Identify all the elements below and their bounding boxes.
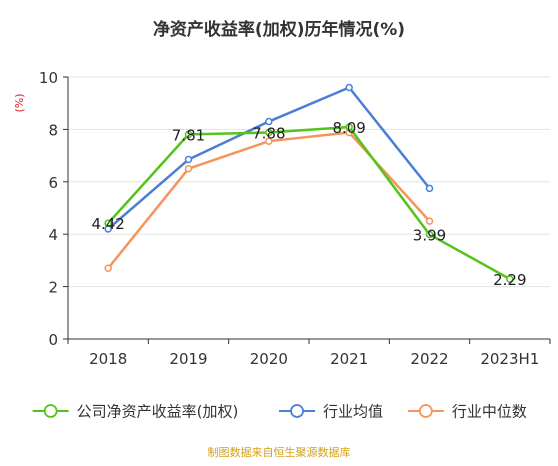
data-point bbox=[345, 123, 353, 131]
y-tick-label: 6 bbox=[48, 174, 58, 192]
chart-title: 净资产收益率(加权)历年情况(%) bbox=[153, 19, 405, 40]
legend-marker bbox=[418, 404, 433, 418]
y-tick-label: 8 bbox=[48, 121, 58, 139]
data-point bbox=[425, 217, 434, 225]
legend-marker bbox=[43, 404, 58, 418]
x-tick-label: 2023H1 bbox=[480, 350, 539, 368]
legend-label: 行业中位数 bbox=[452, 403, 527, 421]
source-note: 制图数据来自恒生聚源数据库 bbox=[208, 445, 351, 459]
legend-label: 行业均值 bbox=[323, 403, 383, 421]
data-point bbox=[184, 130, 193, 139]
data-point bbox=[425, 184, 434, 193]
grid-lines bbox=[68, 76, 550, 288]
data-point bbox=[345, 83, 353, 92]
data-point bbox=[104, 219, 112, 227]
data-point bbox=[184, 155, 193, 164]
series-line bbox=[107, 131, 431, 270]
y-tick-label: 2 bbox=[48, 279, 58, 297]
x-tick-label: 2022 bbox=[410, 350, 448, 368]
data-point bbox=[104, 264, 112, 273]
legend-label: 公司净资产收益率(加权) bbox=[77, 403, 239, 421]
x-tick-label: 2020 bbox=[250, 350, 288, 368]
data-point bbox=[425, 230, 434, 239]
legend: 公司净资产收益率(加权) 行业均值 行业中位数 bbox=[32, 403, 527, 421]
data-label: 2.29 bbox=[493, 271, 526, 289]
legend-marker bbox=[290, 404, 304, 418]
data-point bbox=[506, 275, 514, 283]
y-axis-unit: (%) bbox=[13, 93, 26, 112]
data-point bbox=[184, 164, 193, 173]
data-point bbox=[265, 137, 273, 145]
data-label: 8.09 bbox=[332, 119, 365, 137]
series-line bbox=[107, 125, 511, 281]
data-point bbox=[265, 128, 273, 137]
y-tick-label: 0 bbox=[48, 331, 58, 349]
x-tick-label: 2019 bbox=[169, 350, 207, 368]
y-tick-label: 4 bbox=[48, 226, 58, 244]
y-tick-label: 10 bbox=[39, 69, 58, 87]
data-point bbox=[265, 117, 273, 126]
data-labels: 4.42 7.81 7.88 8.09 3.99 2.29 bbox=[91, 119, 526, 289]
series-lines bbox=[104, 83, 514, 283]
x-tick-label: 2018 bbox=[89, 350, 127, 368]
data-label: 7.81 bbox=[172, 126, 205, 144]
x-tick-label: 2021 bbox=[330, 350, 368, 368]
data-label: 4.42 bbox=[91, 215, 124, 233]
data-label: 7.88 bbox=[252, 125, 285, 143]
axes: 0 2 4 6 8 10 2018 2019 2020 2021 2022 2023H1 bbox=[39, 69, 551, 368]
data-label: 3.99 bbox=[413, 226, 446, 244]
